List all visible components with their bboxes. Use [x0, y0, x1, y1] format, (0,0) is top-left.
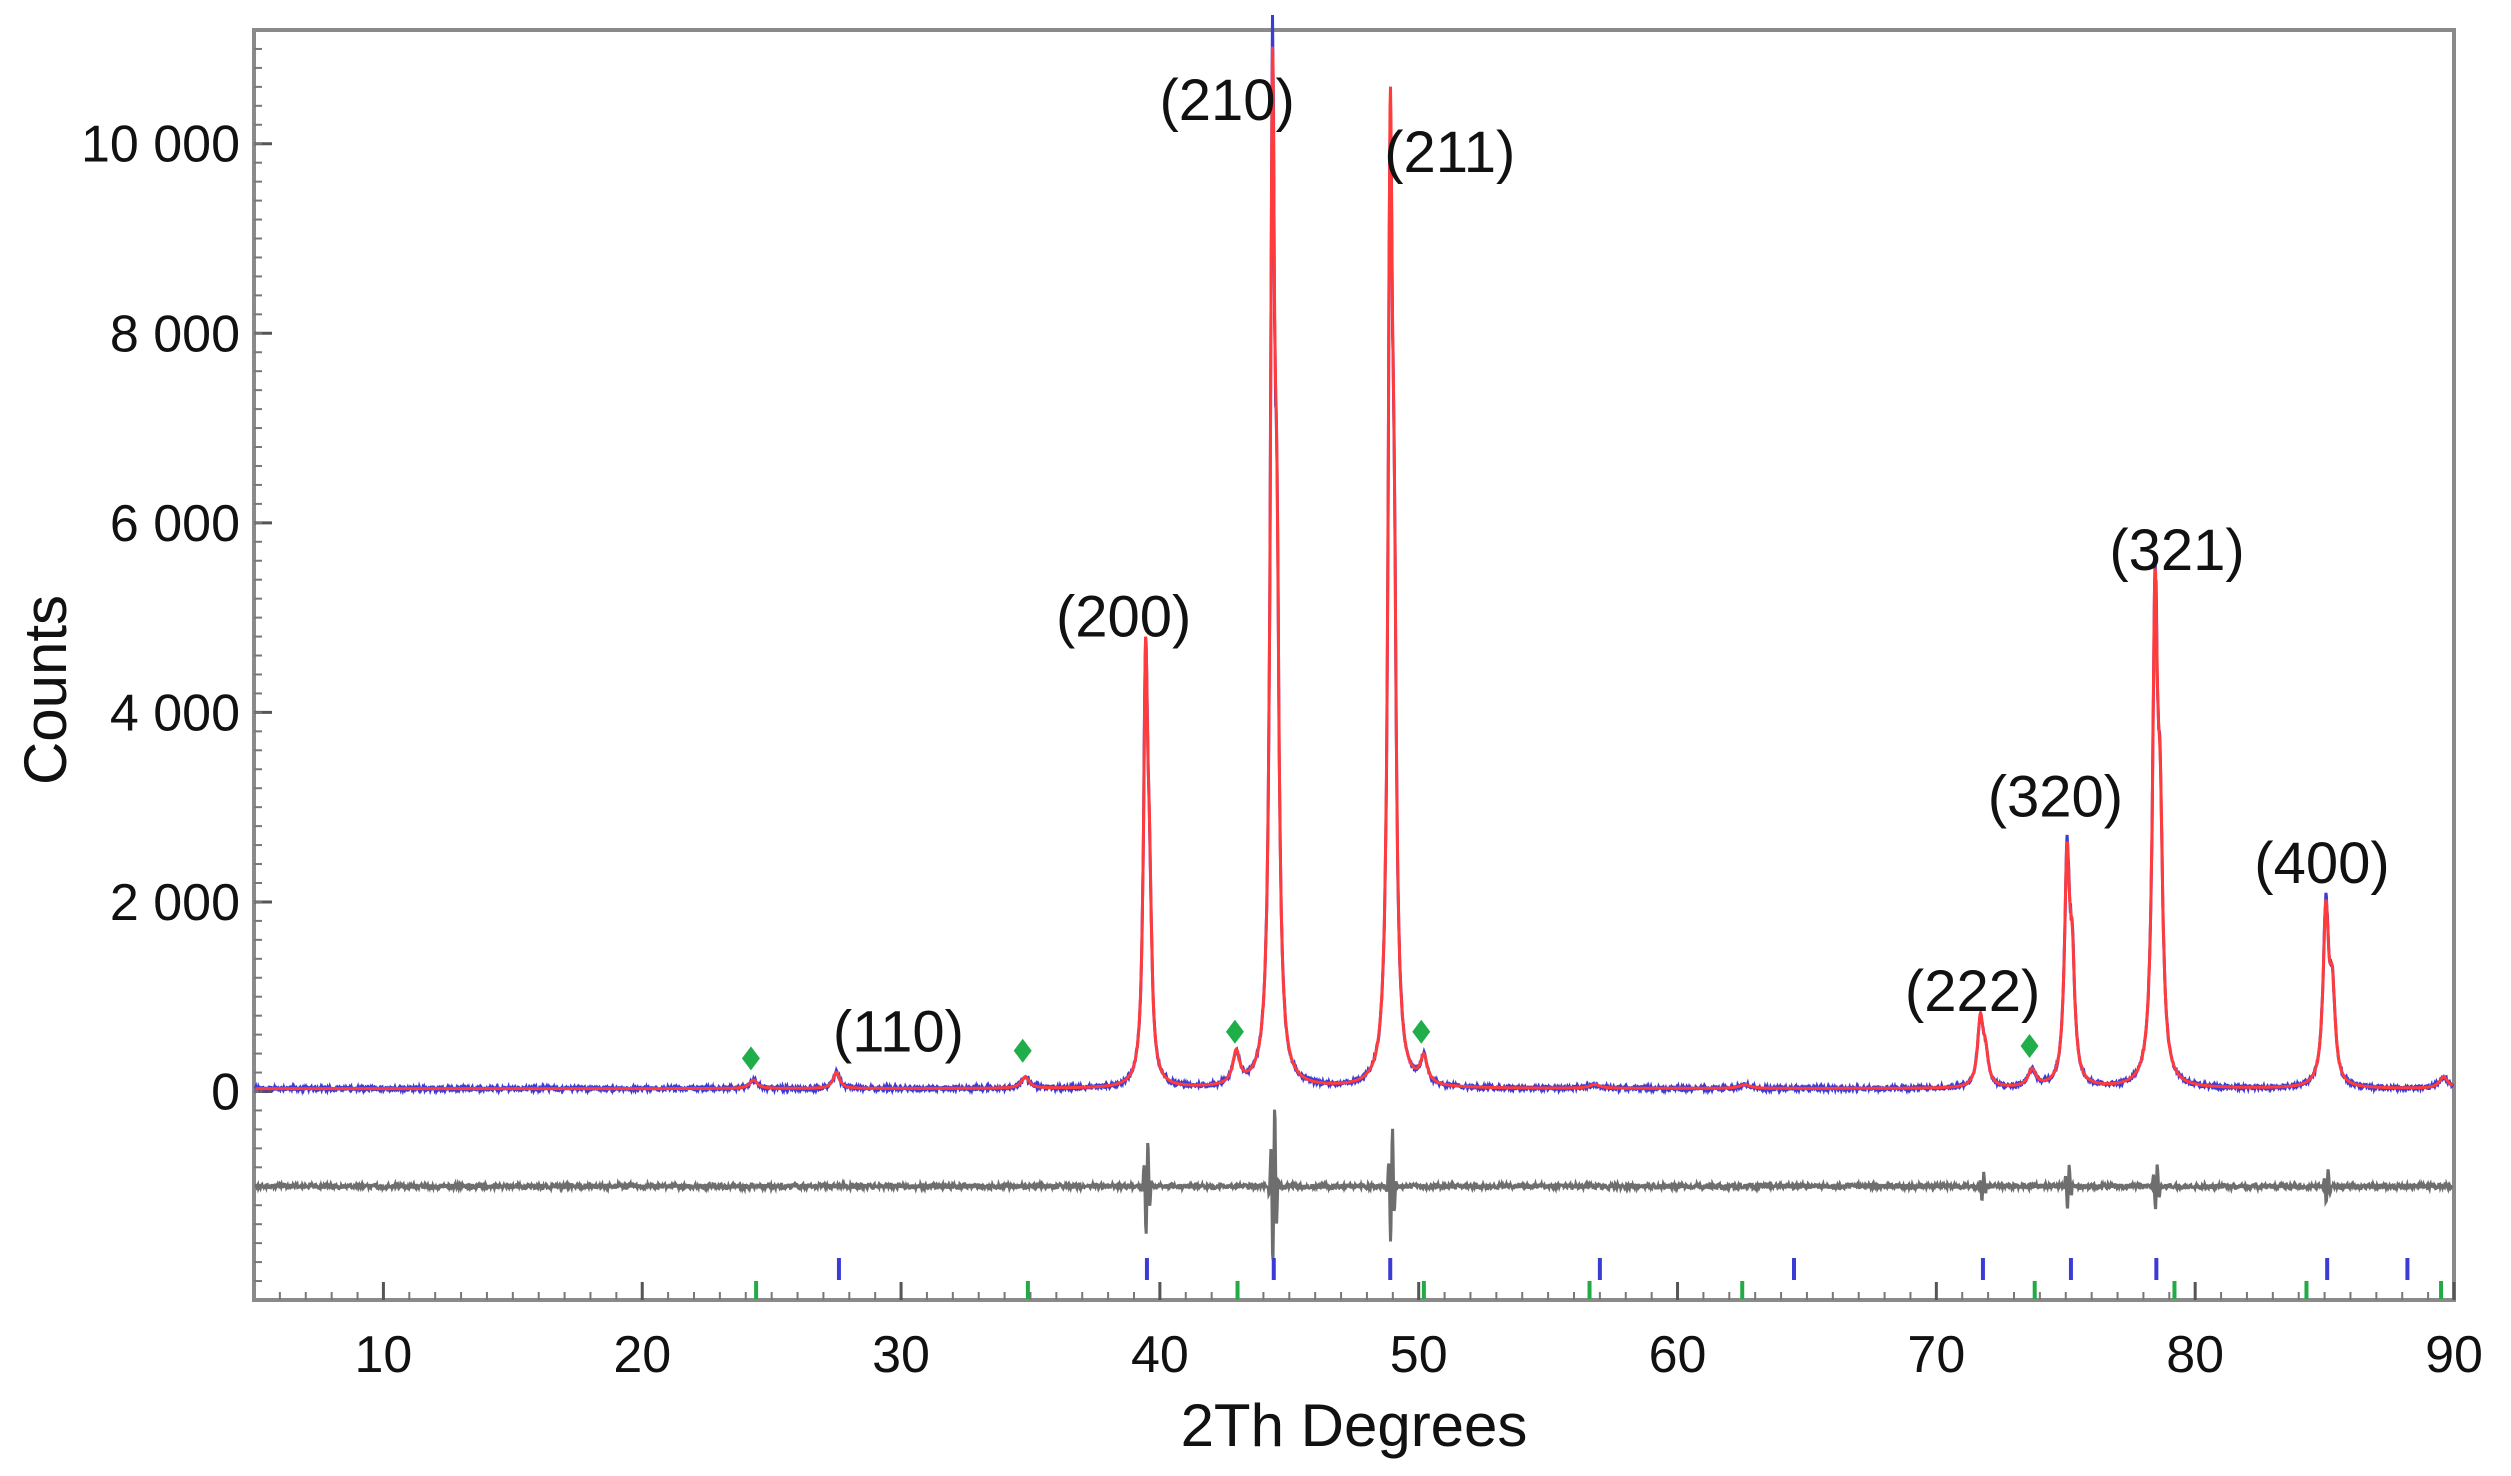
- impurity-marker: [1412, 1019, 1431, 1044]
- peak-label: (210): [1159, 68, 1294, 133]
- x-tick-label: 50: [1390, 1326, 1448, 1384]
- impurity-marker: [1013, 1038, 1032, 1063]
- peak-label: (200): [1056, 585, 1191, 650]
- plot-frame: [252, 28, 2456, 1302]
- y-tick-label: 10 000: [81, 116, 240, 174]
- impurity-markers: [741, 1019, 2039, 1071]
- peak-label: (320): [1988, 765, 2123, 830]
- impurity-marker: [2020, 1034, 2039, 1058]
- y-tick-label: 8 000: [110, 305, 240, 363]
- y-tick-label: 0: [211, 1063, 240, 1121]
- x-axis-title: 2Th Degrees: [1181, 1392, 1528, 1459]
- y-tick-label: 6 000: [110, 495, 240, 553]
- peak-labels: (110) (200) (210) (211) (222) (320) (321) (400): [833, 68, 2390, 1065]
- y-tick-label: 2 000: [110, 874, 240, 932]
- series-layer: [253, 14, 2455, 1260]
- peak-label: (211): [1384, 120, 1515, 185]
- peak-label: (400): [2254, 831, 2389, 896]
- reflection-ticks: [754, 1258, 2444, 1299]
- y-tick-label: 4 000: [110, 684, 240, 742]
- difference-curve: [254, 1109, 2454, 1260]
- x-tick-label: 70: [1907, 1326, 1965, 1384]
- peak-label: (222): [1905, 959, 2040, 1024]
- x-tick-label: 20: [613, 1326, 671, 1384]
- peak-label: (110): [833, 1000, 964, 1065]
- impurity-marker: [1225, 1019, 1244, 1044]
- y-axis: 0 2 000 4 000 6 000 8 000 10 000: [81, 47, 272, 1283]
- peak-label: (321): [2109, 518, 2244, 583]
- x-axis: 10 20 30 40 50 60 70 80 90: [278, 1282, 2483, 1384]
- x-tick-label: 80: [2166, 1326, 2224, 1384]
- x-tick-label: 30: [872, 1326, 930, 1384]
- calculated-pattern: [255, 46, 2454, 1091]
- x-tick-label: 10: [354, 1326, 412, 1384]
- impurity-marker: [741, 1046, 760, 1071]
- x-tick-label: 60: [1649, 1326, 1707, 1384]
- x-tick-label: 40: [1131, 1326, 1189, 1384]
- y-axis-title: Counts: [12, 595, 79, 785]
- x-tick-label: 90: [2425, 1326, 2483, 1384]
